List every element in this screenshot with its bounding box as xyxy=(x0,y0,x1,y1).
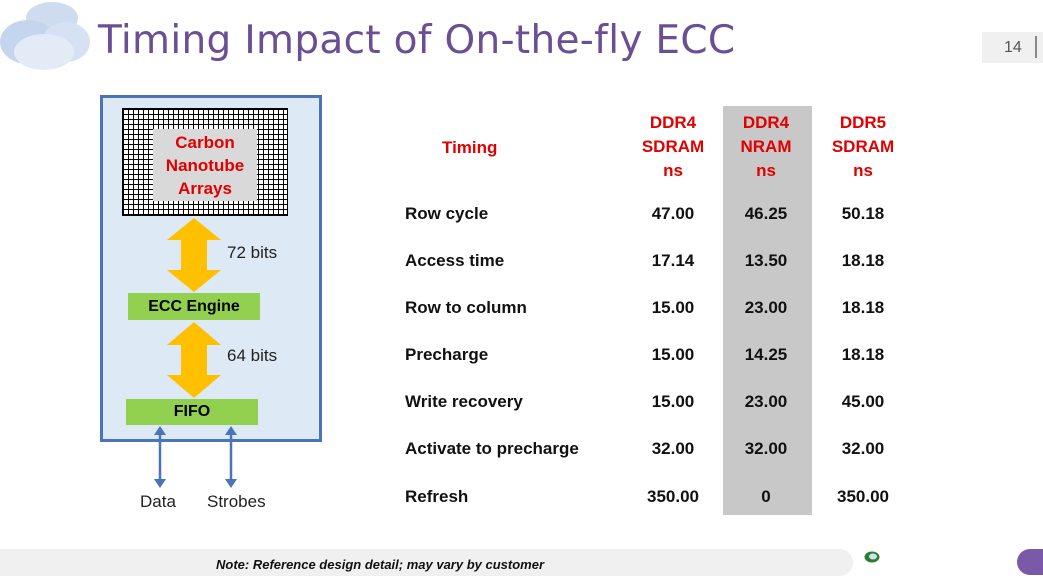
cell-access-time-ddr5-sdram: 18.18 xyxy=(841,251,885,270)
row-label-activate-to-precharge: Activate to precharge xyxy=(405,439,579,458)
row-label-access-time: Access time xyxy=(405,251,505,270)
data-label: Data xyxy=(140,492,176,511)
nanotube-array-label: Carbon Nanotube Arrays xyxy=(153,129,257,201)
row-label-row-to-column: Row to column xyxy=(405,298,527,317)
cell-row-to-column-ddr4-nram: 23.00 xyxy=(744,298,788,317)
ecc-engine-block: ECC Engine xyxy=(128,293,260,320)
cell-access-time-ddr4-sdram: 17.14 xyxy=(651,251,695,270)
column-header-ddr4-nram: DDR4 NRAM ns xyxy=(740,113,792,180)
row-label-precharge: Precharge xyxy=(405,345,489,364)
strobes-io-arrow-icon xyxy=(225,426,237,488)
row-label-row-cycle: Row cycle xyxy=(405,204,489,223)
fifo-block: FIFO xyxy=(126,399,258,425)
data-io-arrow-icon xyxy=(154,426,166,488)
cell-write-recovery-ddr5-sdram: 45.00 xyxy=(841,392,885,411)
double-arrow-64-icon xyxy=(167,322,221,398)
nram-column-highlight xyxy=(723,106,812,515)
row-label-write-recovery: Write recovery xyxy=(405,392,523,411)
cell-precharge-ddr4-nram: 14.25 xyxy=(744,345,788,364)
cell-precharge-ddr4-sdram: 15.00 xyxy=(651,345,695,364)
company-logo-icon xyxy=(864,551,880,563)
cell-activate-to-precharge-ddr4-sdram: 32.00 xyxy=(651,439,695,458)
timing-column-header: Timing xyxy=(442,138,498,157)
page-title: Timing Impact of On-the-fly ECC xyxy=(98,18,736,63)
footer-note: Note: Reference design detail; may vary … xyxy=(216,557,545,572)
cell-activate-to-precharge-ddr5-sdram: 32.00 xyxy=(841,439,885,458)
page-number-divider xyxy=(1035,36,1037,58)
cell-access-time-ddr4-nram: 13.50 xyxy=(744,251,788,270)
page-number: 14 xyxy=(1004,39,1022,56)
double-arrow-72-icon xyxy=(167,218,221,292)
cell-precharge-ddr5-sdram: 18.18 xyxy=(841,345,885,364)
column-header-ddr5-sdram: DDR5 SDRAM ns xyxy=(831,113,895,180)
cell-refresh-ddr4-sdram: 350.00 xyxy=(647,487,699,506)
cell-row-cycle-ddr4-sdram: 47.00 xyxy=(651,204,695,223)
footer-note-bar xyxy=(0,549,853,576)
cell-row-cycle-ddr4-nram: 46.25 xyxy=(744,204,788,223)
column-header-ddr4-sdram: DDR4 SDRAM ns xyxy=(641,113,705,180)
corner-accent xyxy=(1017,549,1043,575)
bus-width-64: 64 bits xyxy=(227,346,278,365)
cell-activate-to-precharge-ddr4-nram: 32.00 xyxy=(744,439,788,458)
cell-refresh-ddr4-nram: 0 xyxy=(761,487,771,506)
cell-refresh-ddr5-sdram: 350.00 xyxy=(837,487,889,506)
row-label-refresh: Refresh xyxy=(405,487,469,506)
cell-row-to-column-ddr4-sdram: 15.00 xyxy=(651,298,695,317)
cell-row-to-column-ddr5-sdram: 18.18 xyxy=(841,298,885,317)
cell-write-recovery-ddr4-sdram: 15.00 xyxy=(651,392,695,411)
cell-row-cycle-ddr5-sdram: 50.18 xyxy=(841,204,885,223)
strobes-label: Strobes xyxy=(207,492,266,511)
cloud-logo-icon xyxy=(0,2,90,70)
cell-write-recovery-ddr4-nram: 23.00 xyxy=(744,392,788,411)
page-number-box xyxy=(982,32,1043,63)
bus-width-72: 72 bits xyxy=(227,243,278,262)
